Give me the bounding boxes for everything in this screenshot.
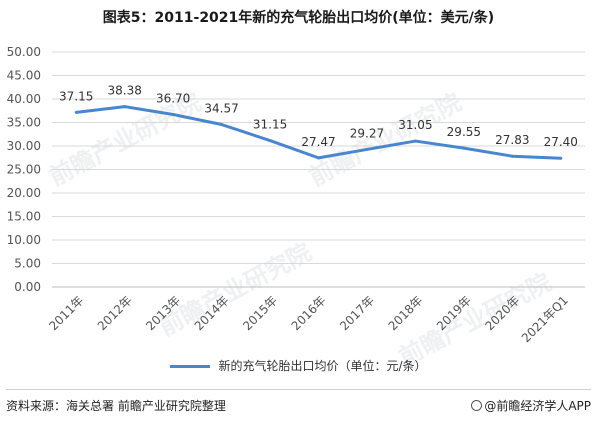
source-note: 资料来源：海关总署 前瞻产业研究院整理 [6,399,226,413]
series-line [76,105,561,160]
brand-logo-icon [471,400,483,411]
x-tick-label: 2017年 [337,293,377,333]
data-label: 34.57 [204,102,238,116]
y-tick-label: 30.00 [7,139,41,153]
x-tick-label: 2016年 [289,293,329,333]
data-point [510,154,514,158]
data-label: 27.83 [495,133,529,147]
x-tick-label: 2013年 [143,293,183,333]
y-tick-label: 25.00 [7,163,41,177]
x-tick-label: 2020年 [482,293,522,333]
x-tick-label: 2011年 [46,293,86,333]
data-point [559,156,563,160]
data-label: 29.55 [447,125,481,139]
legend-swatch [170,365,211,368]
data-point [365,147,369,151]
x-tick-label: 2015年 [240,293,280,333]
line-chart: 0.00 5.00 10.00 15.00 20.00 25.00 30.00 35.00 40… [7,45,585,345]
data-label: 31.15 [253,118,287,132]
y-tick-label: 35.00 [7,116,41,130]
legend-label: 新的充气轮胎出口均价（单位：元/条） [218,359,427,373]
data-label: 27.40 [544,135,578,149]
data-point [171,113,175,117]
x-tick-label: 2012年 [95,293,135,333]
x-tick-label: 2018年 [386,293,426,333]
y-tick-label: 20.00 [7,186,41,200]
y-tick-label: 45.00 [7,69,41,83]
y-tick-label: 15.00 [7,210,41,224]
data-label: 38.38 [108,84,142,98]
brand-text: @前瞻经济学人APP [484,399,591,413]
data-point [220,123,224,127]
data-point [462,146,466,150]
x-tick-label: 2021年Q1 [519,293,571,345]
data-point [123,105,127,109]
footer-divider [6,389,591,390]
data-label: 37.15 [59,89,93,103]
data-point [317,156,320,160]
y-tick-label: 50.00 [7,45,41,59]
data-point [413,139,417,143]
chart-title: 图表5：2011-2021年新的充气轮胎出口均价(单位：美元/条) [102,10,495,26]
data-label: 31.05 [398,118,432,132]
x-tick-label: 2014年 [192,293,232,333]
y-tick-label: 40.00 [7,92,41,106]
data-label: 27.47 [301,135,335,149]
data-label: 29.27 [350,126,384,140]
data-point [268,139,272,143]
data-point [74,110,78,114]
y-tick-label: 5.00 [14,257,41,271]
legend: 新的充气轮胎出口均价（单位：元/条） [0,357,597,374]
x-tick-label: 2019年 [434,293,474,333]
y-tick-label: 10.00 [7,233,41,247]
data-label: 36.70 [156,92,190,106]
y-tick-label: 0.00 [14,280,41,294]
brand-credit: @前瞻经济学人APP [471,397,591,414]
